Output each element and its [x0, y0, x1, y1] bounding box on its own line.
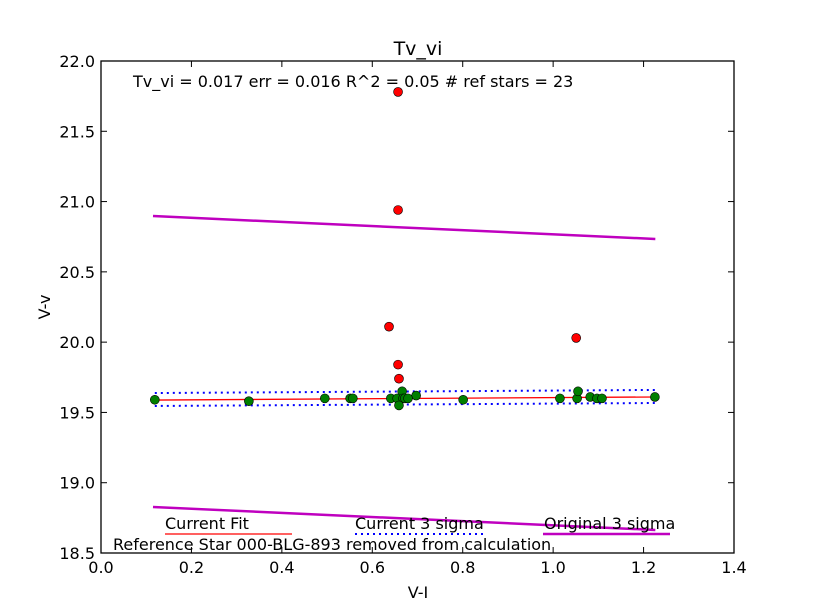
x-axis-label: V-I [408, 583, 429, 602]
footnote: Reference Star 000-BLG-893 removed from … [113, 535, 551, 554]
y-tick-label: 18.5 [59, 544, 95, 563]
rejected-star-point [384, 321, 394, 332]
x-tick-label: 0.0 [88, 558, 113, 577]
legend-label: Current Fit [165, 514, 249, 533]
reference-star-point [650, 392, 660, 402]
reference-star-point [403, 393, 413, 404]
y-tick-label: 22.0 [59, 52, 95, 71]
series-line-original-3-sigma-lower- [152, 505, 656, 532]
x-tick-label: 1.2 [631, 558, 656, 577]
legend-label: Original 3 sigma [544, 514, 675, 533]
rejected-star-point [393, 205, 403, 215]
reference-star-point [458, 394, 468, 405]
x-axis: 0.0 0.2 0.4 0.6 0.8 1.0 1.2 1.4 [88, 61, 747, 577]
x-tick-label: 0.4 [269, 558, 294, 577]
reference-star-point [555, 393, 565, 404]
x-tick-label: 0.6 [360, 558, 385, 577]
y-tick-label: 20.0 [59, 333, 95, 352]
plot-area [150, 87, 660, 532]
rejected-star-point [571, 333, 582, 343]
y-tick-label: 19.0 [59, 474, 95, 493]
y-axis-label: V-v [35, 295, 54, 320]
reference-star-point [394, 400, 404, 411]
x-tick-label: 0.2 [179, 558, 204, 577]
legend: Current Fit Current 3 sigma Original 3 sig… [165, 514, 675, 536]
reference-star-point [150, 394, 160, 405]
reference-star-point [320, 393, 330, 404]
reference-star-point [573, 386, 583, 397]
rejected-star-point [394, 373, 404, 384]
y-tick-label: 20.5 [59, 263, 95, 282]
fit-annotation: Tv_vi = 0.017 err = 0.016 R^2 = 0.05 # r… [132, 72, 573, 92]
x-tick-label: 0.8 [450, 558, 475, 577]
plot-frame [100, 60, 735, 554]
reference-star-point [411, 390, 421, 401]
series-line-original-3-sigma [152, 214, 656, 241]
y-tick-label: 21.0 [59, 193, 95, 212]
chart-title: Tv_vi [393, 38, 443, 60]
y-tick-label: 19.5 [59, 403, 95, 422]
reference-star-point [244, 396, 254, 406]
reference-star-point [348, 393, 358, 404]
reference-star-point [597, 393, 607, 404]
rejected-star-point [393, 359, 403, 370]
legend-label: Current 3 sigma [355, 514, 484, 533]
rejected-star-point [393, 87, 403, 97]
series-line-current-3-sigma-lower- [154, 402, 655, 407]
y-axis: 18.5 19.0 19.5 20.0 20.5 21.0 21.5 22.0 [59, 52, 734, 563]
y-tick-label: 21.5 [59, 122, 95, 141]
x-tick-label: 1.0 [540, 558, 565, 577]
x-tick-label: 1.4 [721, 558, 746, 577]
